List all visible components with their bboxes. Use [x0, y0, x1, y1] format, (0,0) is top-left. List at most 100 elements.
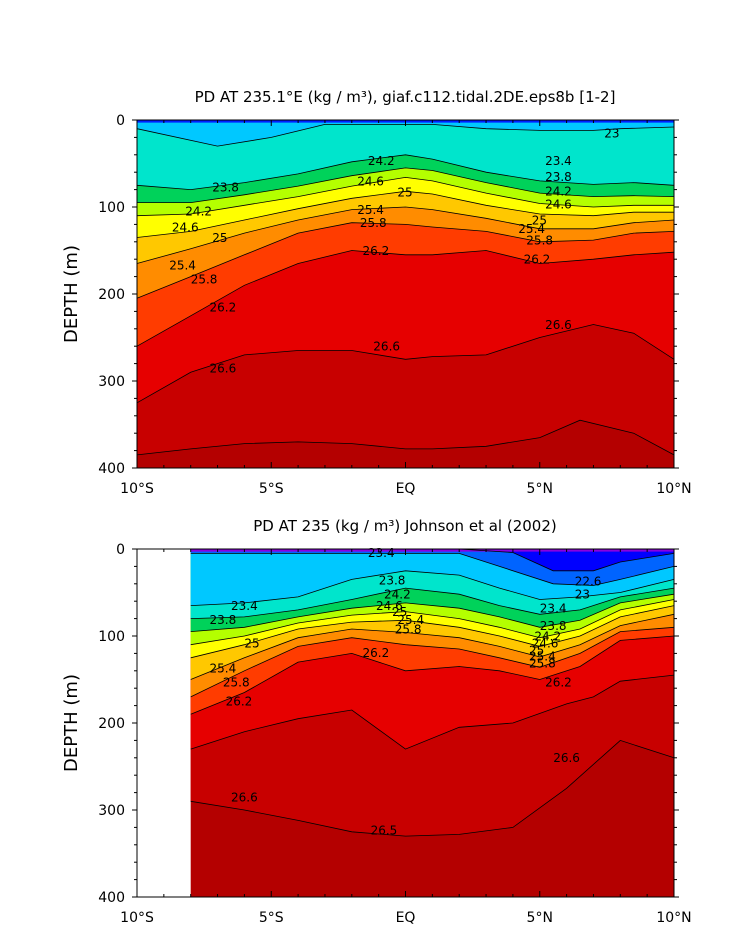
contour-label: 26.5 — [371, 823, 398, 837]
contour-label: 26.6 — [553, 751, 580, 765]
contour-label: 26.6 — [545, 318, 572, 332]
contour-label: 23.8 — [379, 574, 406, 588]
contour-label: 25.8 — [529, 656, 556, 670]
contour-label: 24.6 — [376, 599, 403, 613]
isopycnal-line-24.2 — [137, 167, 675, 203]
density-band-22.6 — [190, 549, 674, 571]
contour-label: 26.6 — [231, 790, 258, 804]
x-tick-label: 5°N — [527, 481, 553, 497]
contour-label: 25.8 — [360, 216, 387, 230]
isopycnal-line-25 — [190, 605, 675, 659]
isopycnal-line-23.8 — [136, 154, 675, 191]
contour-label: 25 — [529, 643, 544, 657]
contour-label: 23.4 — [545, 154, 572, 168]
isopycnal-line-25.4 — [190, 613, 675, 680]
isopycnal-line-25.4 — [136, 206, 675, 264]
contour-label: 23 — [575, 588, 590, 602]
y-tick-label: 200 — [98, 716, 125, 732]
isopycnal-line-23 — [190, 553, 675, 586]
x-tick-label: EQ — [396, 481, 416, 497]
x-tick-label: 10°N — [656, 481, 691, 497]
contour-label: 24.6 — [172, 220, 199, 234]
contour-label: 25 — [532, 213, 547, 227]
contour-label: 24.2 — [185, 205, 212, 219]
isopycnal-line-25.8 — [190, 626, 675, 698]
y-tick-label: 400 — [98, 461, 125, 477]
contour-label: 25.4 — [518, 222, 545, 236]
isopycnal-line-24.6 — [136, 176, 674, 217]
isopycnal-line-26.6 — [136, 324, 675, 404]
contour-label: 23.4 — [540, 602, 567, 616]
y-tick-label: 100 — [98, 629, 125, 645]
contour-label: 25.8 — [395, 622, 422, 636]
contour-label: 25.4 — [529, 649, 556, 663]
y-tick-label: 300 — [98, 803, 125, 819]
contour-label: 25.4 — [169, 259, 196, 273]
top-panel: PD AT 235.1°E (kg / m³), giaf.c112.tidal… — [61, 88, 692, 497]
top-panel-title: PD AT 235.1°E (kg / m³), giaf.c112.tidal… — [195, 88, 616, 106]
x-tick-label: 5°N — [527, 910, 553, 926]
contour-label: 24.2 — [534, 629, 561, 643]
y-tick-label: 200 — [98, 287, 125, 303]
isopycnal-line-25.8 — [136, 222, 675, 299]
contour-label: 23.8 — [545, 170, 572, 184]
isopycnal-line-25 — [136, 190, 674, 238]
bottom-panel: PD AT 235 (kg / m³) Johnson et al (2002)… — [61, 517, 692, 926]
isopycnal-line-23.8 — [190, 587, 675, 619]
contour-label: 25.8 — [191, 273, 218, 287]
y-tick-label: 0 — [116, 113, 125, 129]
isopycnal-line-23.4 — [190, 570, 675, 606]
y-tick-label: 300 — [98, 374, 125, 390]
contour-label: 24.6 — [545, 198, 572, 212]
contour-label: 26.6 — [210, 361, 237, 375]
contour-label: 23.8 — [210, 613, 237, 627]
contour-label: 25.4 — [210, 662, 237, 676]
contour-label: 23.4 — [231, 599, 258, 613]
isopycnal-line-23.4 — [136, 124, 675, 147]
contour-label: 25.8 — [526, 233, 553, 247]
x-tick-label: 10°S — [120, 481, 154, 497]
contour-label: 26.2 — [545, 676, 572, 690]
contour-label: 25.8 — [223, 676, 250, 690]
contour-label: 23.8 — [540, 619, 567, 633]
isopycnal-line-24.2 — [190, 593, 675, 632]
contour-label: 25 — [397, 186, 412, 200]
top-panel-y-axis-label: DEPTH (m) — [61, 245, 82, 343]
contour-label: 25 — [244, 636, 259, 650]
bottom-panel-y-axis-label: DEPTH (m) — [61, 674, 82, 772]
contour-label: 26.2 — [524, 253, 551, 267]
contour-label: 25.4 — [357, 203, 384, 217]
contour-label: 26.2 — [226, 695, 253, 709]
contour-label: 23.8 — [212, 180, 239, 194]
isopycnal-line-26.2 — [190, 635, 675, 715]
contour-label: 25 — [212, 231, 227, 245]
contour-label: 24.6 — [532, 636, 559, 650]
y-tick-label: 100 — [98, 200, 125, 216]
contour-label: 24.2 — [545, 185, 572, 199]
y-tick-label: 0 — [116, 542, 125, 558]
contour-label: 26.2 — [363, 244, 390, 258]
isopycnal-line-27 — [136, 419, 675, 456]
contour-label: 22.6 — [575, 575, 602, 589]
y-tick-label: 400 — [98, 890, 125, 906]
contour-label: 23.4 — [368, 546, 395, 560]
contour-label: 24.2 — [384, 588, 411, 602]
x-tick-label: 10°S — [120, 910, 154, 926]
x-tick-label: 5°S — [259, 910, 284, 926]
contour-label: 26.2 — [363, 646, 390, 660]
x-tick-label: 5°S — [259, 481, 284, 497]
contour-label: 24.2 — [368, 154, 395, 168]
density-band-23.4 — [137, 120, 674, 147]
isopycnal-line-26.2 — [136, 250, 675, 347]
isopycnal-line-26.6 — [190, 674, 675, 750]
bottom-panel-title: PD AT 235 (kg / m³) Johnson et al (2002) — [253, 517, 556, 535]
x-tick-label: 10°N — [656, 910, 691, 926]
contour-label: 26.2 — [210, 300, 237, 314]
contour-label: 26.6 — [373, 340, 400, 354]
contour-label: 23 — [604, 126, 619, 140]
isopycnal-line-24.6 — [190, 599, 675, 646]
contour-label: 25 — [392, 605, 407, 619]
contour-label: 24.6 — [357, 174, 384, 188]
contour-label: 25.4 — [397, 613, 424, 627]
